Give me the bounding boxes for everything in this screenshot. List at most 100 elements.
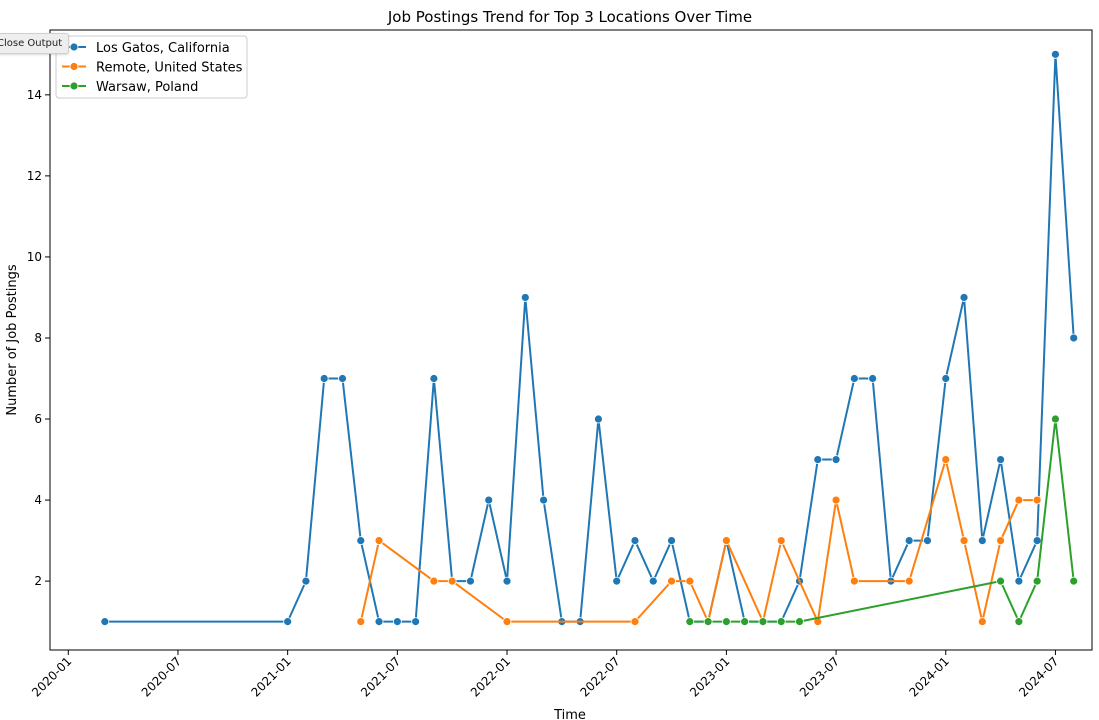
data-point — [977, 536, 987, 545]
data-point — [1069, 333, 1079, 343]
y-axis-title: Number of Job Postings — [5, 264, 20, 415]
data-point — [1032, 495, 1042, 505]
data-point — [996, 455, 1005, 464]
data-point — [374, 536, 384, 545]
series-1 — [356, 455, 1042, 627]
data-point — [1014, 617, 1024, 627]
data-point — [630, 536, 640, 545]
legend-label: Remote, United States — [96, 61, 243, 76]
data-point — [776, 617, 786, 627]
data-point — [100, 617, 110, 627]
data-point — [502, 576, 512, 586]
legend-marker — [69, 62, 79, 71]
data-point — [996, 576, 1005, 586]
data-point — [1069, 576, 1079, 586]
legend-label: Warsaw, Poland — [96, 80, 198, 95]
data-point — [1051, 49, 1060, 59]
data-point — [447, 576, 457, 586]
data-point — [1032, 576, 1042, 586]
data-point — [1032, 536, 1042, 545]
data-point — [612, 576, 622, 586]
data-point — [374, 617, 384, 627]
x-tick-label: 2022-07 — [577, 654, 622, 699]
data-point — [466, 576, 475, 586]
data-point — [813, 455, 823, 464]
data-point — [356, 617, 366, 627]
data-point — [520, 293, 530, 302]
series-2 — [685, 414, 1079, 627]
data-point — [484, 495, 494, 505]
series-line — [359, 458, 1038, 623]
x-tick-label: 2021-01 — [248, 654, 293, 699]
data-point — [429, 374, 439, 383]
data-point — [977, 617, 987, 627]
data-point — [630, 617, 640, 627]
data-point — [849, 374, 859, 383]
data-point — [776, 536, 786, 545]
data-point — [685, 576, 695, 586]
legend-marker — [69, 42, 79, 52]
plot-area — [49, 29, 1093, 651]
data-point — [959, 293, 969, 302]
data-point — [904, 536, 914, 545]
data-point — [594, 414, 603, 424]
y-tick-label: 12 — [27, 169, 42, 183]
data-point — [959, 536, 969, 545]
data-point — [667, 536, 676, 545]
y-tick-label: 4 — [34, 493, 42, 507]
data-point — [721, 536, 731, 545]
data-point — [941, 455, 951, 464]
data-point — [703, 617, 713, 627]
legend-box — [55, 35, 248, 99]
data-point — [319, 374, 329, 383]
data-point — [941, 374, 951, 383]
x-tick-label: 2020-07 — [139, 654, 184, 699]
data-point — [849, 576, 859, 586]
data-point — [795, 617, 804, 627]
y-tick-label: 10 — [27, 250, 42, 264]
data-point — [831, 455, 841, 464]
data-point — [539, 495, 548, 505]
close-output-button[interactable]: Close Output — [0, 33, 70, 54]
data-point — [1014, 576, 1024, 586]
y-tick-label: 6 — [34, 412, 42, 426]
y-tick-label: 8 — [34, 331, 42, 345]
x-tick-label: 2023-01 — [687, 654, 732, 699]
data-point — [392, 617, 402, 627]
x-axis: 2020-01 2020-07 2021-01 2021-07 2022-01 2022-… — [29, 650, 1062, 700]
data-point — [996, 536, 1005, 545]
x-tick-label: 2021-07 — [358, 654, 403, 699]
x-tick-label: 2023-07 — [797, 654, 842, 699]
data-point — [667, 576, 676, 586]
x-tick-label: 2022-01 — [468, 654, 513, 699]
data-point — [283, 617, 293, 627]
data-point — [1051, 414, 1060, 424]
x-tick-label: 2020-01 — [29, 654, 74, 699]
y-axis: 2 4 6 8 10 12 14 — [27, 88, 50, 588]
data-point — [740, 617, 750, 627]
data-point — [868, 374, 878, 383]
series-layer — [100, 49, 1079, 627]
legend: Los Gatos, California Remote, United Stat… — [55, 35, 248, 99]
y-tick-label: 14 — [27, 88, 42, 102]
data-point — [356, 536, 366, 545]
data-point — [721, 617, 731, 627]
data-point — [831, 495, 841, 505]
legend-marker — [69, 81, 79, 91]
data-point — [338, 374, 347, 383]
x-tick-label: 2024-01 — [907, 654, 952, 699]
data-point — [923, 536, 932, 545]
x-tick-label: 2024-07 — [1016, 654, 1061, 699]
x-axis-title: Time — [553, 708, 586, 720]
data-point — [685, 617, 695, 627]
legend-item: Warsaw, Poland — [62, 80, 198, 95]
data-point — [411, 617, 421, 627]
legend-label: Los Gatos, California — [96, 41, 230, 56]
data-point — [904, 576, 914, 586]
data-point — [1014, 495, 1024, 505]
chart-title: Job Postings Trend for Top 3 Locations O… — [387, 8, 752, 26]
legend-item: Remote, United States — [62, 61, 243, 76]
data-point — [758, 617, 768, 627]
data-point — [648, 576, 658, 586]
